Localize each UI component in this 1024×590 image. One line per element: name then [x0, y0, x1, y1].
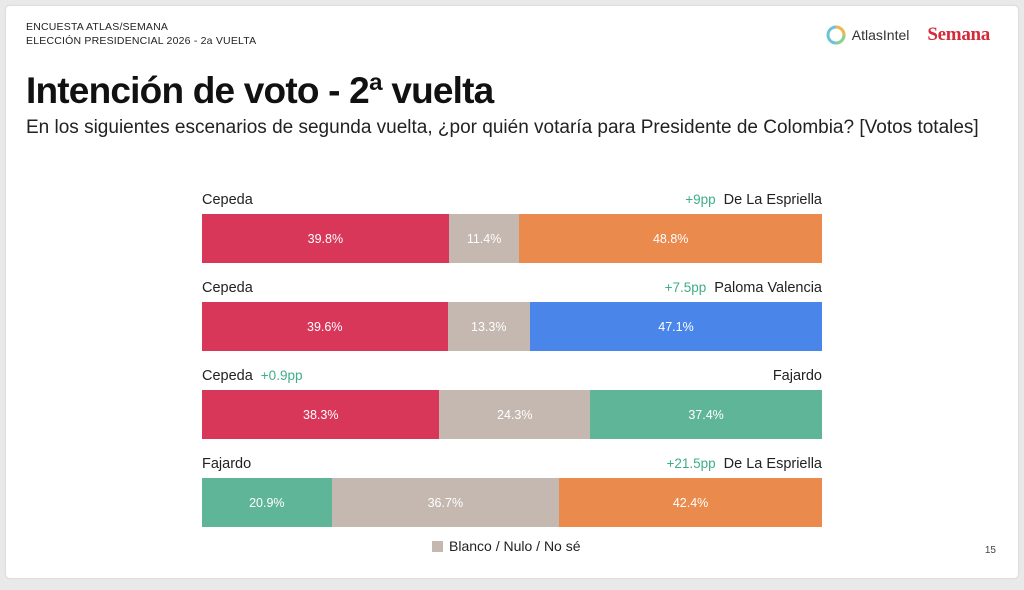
semana-logo: Semana	[927, 24, 990, 45]
page-number: 15	[984, 545, 996, 556]
left-candidate-group: Cepeda +0.9pp	[202, 368, 302, 384]
stacked-bar: 38.3% 24.3% 37.4%	[202, 390, 822, 439]
bar-segment-left: 39.6%	[202, 302, 448, 351]
bar-segment-blank: 36.7%	[331, 478, 560, 527]
atlasintel-logo: AtlasIntel	[826, 25, 910, 45]
slide: ENCUESTA ATLAS/SEMANA ELECCIÓN PRESIDENC…	[6, 6, 1018, 578]
bar-segment-value-label: 47.1%	[658, 319, 694, 334]
right-candidate-label: De La Espriella	[723, 456, 822, 472]
right-candidate-label: Paloma Valencia	[714, 280, 822, 296]
legend-label: Blanco / Nulo / No sé	[449, 538, 581, 554]
left-candidate-label: Fajardo	[202, 456, 252, 472]
survey-name: ENCUESTA ATLAS/SEMANA	[26, 21, 169, 33]
chart-title: Intención de voto - 2ª vuelta	[26, 70, 494, 111]
scenario-labels: Fajardo +21.5pp De La Espriella	[202, 456, 822, 476]
scenario: Fajardo +21.5pp De La Espriella 20.9% 36.7% 4…	[202, 456, 822, 527]
lead-margin-label: +7.5pp	[664, 280, 707, 295]
right-candidate-group: +7.5pp Paloma Valencia	[665, 280, 822, 296]
scenario-labels: Cepeda +0.9pp Fajardo	[202, 368, 822, 388]
bar-segment-value-label: 13.3%	[471, 319, 507, 334]
scenario-labels: Cepeda +7.5pp Paloma Valencia	[202, 280, 822, 300]
atlasintel-logo-icon	[826, 25, 846, 45]
right-candidate-group: +21.5pp De La Espriella	[666, 456, 822, 472]
bar-segment-value-label: 42.4%	[672, 495, 709, 510]
bar-segment-right: 48.8%	[519, 214, 822, 263]
atlasintel-logo-text: AtlasIntel	[851, 27, 910, 43]
left-candidate-group: Cepeda	[202, 192, 253, 208]
bar-segment-blank: 24.3%	[439, 390, 591, 439]
stacked-bar: 39.8% 11.4% 48.8%	[202, 214, 822, 263]
bar-segment-left: 38.3%	[202, 390, 440, 439]
bar-segment-value-label: 24.3%	[497, 407, 533, 422]
logos: AtlasIntel Semana	[826, 24, 990, 46]
scenario-labels: Cepeda +9pp De La Espriella	[202, 192, 822, 212]
bar-segment-blank: 13.3%	[447, 302, 530, 351]
left-candidate-label: Cepeda	[202, 192, 253, 208]
bar-segment-left: 20.9%	[202, 478, 332, 527]
left-candidate-group: Fajardo	[202, 456, 251, 472]
bar-segment-right: 47.1%	[529, 302, 822, 351]
lead-margin-label: +0.9pp	[260, 368, 303, 383]
left-candidate-group: Cepeda	[202, 280, 253, 296]
scenario: Cepeda +9pp De La Espriella 39.8% 11.4% 48.8%	[202, 192, 822, 263]
bar-segment-value-label: 39.6%	[307, 319, 343, 334]
survey-round: ELECCIÓN PRESIDENCIAL 2026 - 2a VUELTA	[26, 35, 257, 47]
lead-margin-label: +21.5pp	[666, 456, 716, 471]
bar-segment-value-label: 37.4%	[688, 407, 724, 422]
survey-header: ENCUESTA ATLAS/SEMANA ELECCIÓN PRESIDENC…	[26, 20, 256, 48]
right-candidate-label: Fajardo	[772, 368, 822, 384]
bar-segment-value-label: 11.4%	[466, 231, 502, 246]
stacked-bar: 39.6% 13.3% 47.1%	[202, 302, 822, 351]
bar-segment-value-label: 20.9%	[249, 495, 285, 510]
right-candidate-group: +9pp De La Espriella	[685, 192, 822, 208]
right-candidate-label: De La Espriella	[723, 192, 822, 208]
bar-segment-value-label: 39.8%	[307, 231, 344, 246]
chart-subtitle: En los siguientes escenarios de segunda …	[26, 117, 979, 138]
legend-swatch	[432, 540, 443, 552]
stacked-bar: 20.9% 36.7% 42.4%	[202, 478, 822, 527]
bar-segment-right: 42.4%	[559, 478, 822, 527]
scenario: Cepeda +7.5pp Paloma Valencia 39.6% 13.3% 47.…	[202, 280, 822, 351]
right-candidate-group: Fajardo	[773, 368, 822, 384]
legend: Blanco / Nulo / No sé	[432, 538, 581, 554]
bar-segment-right: 37.4%	[590, 390, 822, 439]
scenario: Cepeda +0.9pp Fajardo 38.3% 24.3% 37.4%	[202, 368, 822, 439]
bar-segment-value-label: 38.3%	[303, 407, 339, 422]
lead-margin-label: +9pp	[685, 192, 716, 207]
left-candidate-label: Cepeda	[202, 280, 253, 296]
bar-segment-value-label: 36.7%	[427, 495, 464, 510]
bar-segment-left: 39.8%	[202, 214, 449, 263]
bar-segment-value-label: 48.8%	[652, 231, 689, 246]
left-candidate-label: Cepeda	[202, 368, 253, 384]
bar-segment-blank: 11.4%	[448, 214, 520, 263]
